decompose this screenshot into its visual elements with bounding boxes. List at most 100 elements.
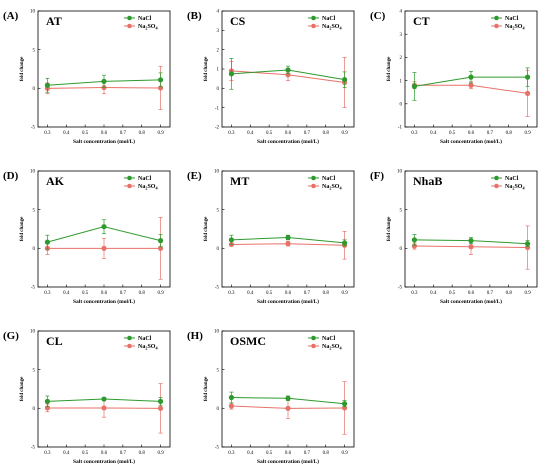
y-tick-label: 2 [400,56,403,61]
x-tick-label: 0.9 [157,131,164,136]
y-tick-label: 10 [397,170,403,175]
panel-label: (B) [187,10,202,22]
panel-label: (H) [187,330,203,342]
legend-label-nacl: NaCl [138,336,152,342]
data-point [228,71,235,77]
data-point [101,405,107,411]
x-axis-label: Salt concentration (mol/L) [440,298,502,305]
x-tick-label: 0.8 [323,451,330,456]
gene-name: OSMC [230,334,266,348]
chart-panel: -5 0 5 10 0.3 0.4 0.5 0.6 0.7 0.8 0.9 Salt concentr… [370,170,538,305]
legend-text: SO [331,24,339,30]
y-tick-label: 4 [400,10,403,15]
legend-text: Na [138,344,145,350]
y-axis-label: fold change [204,56,209,81]
legend-subscript: 2 [329,186,331,191]
legend-subscript: 4 [155,26,158,31]
legend-subscript: 2 [512,26,514,31]
data-point [341,401,348,407]
y-tick-label: 1 [217,68,220,73]
chart-panel: -1 0 1 2 3 4 0.3 0.4 0.5 0.6 0.7 0.8 0.9 Salt concent… [370,10,538,145]
data-point [285,234,291,241]
x-tick-label: 0.9 [341,291,348,296]
data-point [285,395,291,401]
y-tick-label: -5 [215,446,220,451]
legend-label-nacl: NaCl [505,16,519,22]
y-tick-label: 5 [217,368,220,373]
x-tick-label: 0.7 [487,131,494,136]
legend-subscript: 2 [329,346,331,351]
legend-label-na2so4: Na2SO4 [505,184,525,191]
y-tick-label: 0 [33,247,36,252]
gene-name: NhaB [413,174,442,188]
x-tick-label: 0.3 [411,131,418,136]
x-tick-label: 0.4 [63,451,70,456]
legend-subscript: 4 [339,186,342,191]
chart-panel: -2 -1 0 1 2 3 4 0.3 0.4 0.5 0.6 0.7 0.8 0.9 Salt conce… [187,10,355,145]
x-tick-label: 0.7 [304,131,311,136]
data-point [228,394,235,401]
legend-label-na2so4: Na2SO4 [138,344,158,351]
x-tick-label: 0.5 [82,291,89,296]
legend-subscript: 4 [522,186,525,191]
x-tick-label: 0.9 [524,291,531,296]
x-axis-label: Salt concentration (mol/L) [257,458,319,465]
legend-text: Na [322,24,329,30]
gene-name: MT [230,174,249,188]
legend-subscript: 2 [329,26,331,31]
data-point [44,82,51,88]
x-tick-label: 0.5 [266,291,273,296]
x-axis-label: Salt concentration (mol/L) [73,458,135,465]
x-tick-label: 0.7 [304,291,311,296]
data-point [228,237,235,243]
x-tick-label: 0.9 [341,131,348,136]
legend-text: SO [514,24,522,30]
x-axis-label: Salt concentration (mol/L) [257,298,319,305]
legend-label-nacl: NaCl [138,176,152,182]
x-tick-label: 0.5 [266,451,273,456]
y-tick-label: 0 [400,247,403,252]
legend-marker [494,23,499,29]
y-tick-label: 0 [400,103,403,108]
legend-subscript: 4 [155,186,158,191]
x-tick-label: 0.3 [44,131,51,136]
gene-name: AT [46,14,62,28]
x-tick-label: 0.6 [468,291,475,296]
y-tick-label: -5 [31,126,36,131]
x-tick-label: 0.8 [139,451,146,456]
y-tick-label: 10 [214,170,220,175]
legend-text: Na [138,24,145,30]
legend-marker [311,335,316,341]
x-tick-label: 0.3 [228,131,235,136]
x-tick-label: 0.6 [101,131,108,136]
legend-text: Na [322,344,329,350]
data-point [44,239,51,245]
data-point [524,90,531,96]
x-tick-label: 0.4 [63,131,70,136]
legend-label-nacl: NaCl [322,16,336,22]
y-tick-label: 4 [217,10,220,15]
x-tick-label: 0.5 [449,291,456,296]
legend-text: Na [138,184,145,190]
x-tick-label: 0.5 [82,451,89,456]
data-point [468,82,474,88]
data-point [411,83,418,89]
x-tick-label: 0.4 [247,451,254,456]
legend-marker [311,23,316,29]
legend-marker [494,183,499,189]
y-tick-label: 0 [33,87,36,92]
legend-label-nacl: NaCl [505,176,519,182]
y-tick-label: 5 [33,48,36,53]
legend-subscript: 2 [145,26,147,31]
legend-label-nacl: NaCl [322,336,336,342]
panel-label: (C) [370,10,386,22]
y-axis-label: fold change [20,216,25,241]
y-tick-label: 1 [400,79,403,84]
x-tick-label: 0.8 [323,131,330,136]
legend-marker [127,183,132,189]
x-tick-label: 0.4 [247,131,254,136]
legend-text: SO [514,184,522,190]
legend-text: SO [147,184,155,190]
x-tick-label: 0.9 [157,291,164,296]
x-tick-label: 0.5 [82,131,89,136]
